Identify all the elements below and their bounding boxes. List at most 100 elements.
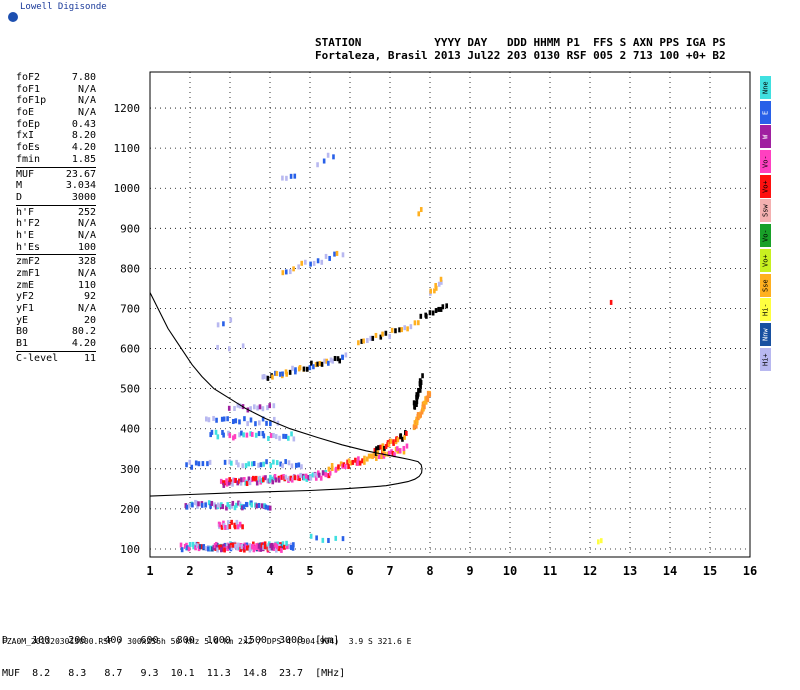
echo-point <box>325 358 328 364</box>
echo-point <box>308 365 312 371</box>
echo-point <box>363 455 366 461</box>
echo-point <box>258 420 261 426</box>
echo-point <box>290 463 294 469</box>
x-tick-label: 7 <box>386 564 393 578</box>
echo-point <box>254 502 257 508</box>
legend-swatch: Hi- <box>760 298 771 322</box>
echo-point <box>341 354 344 360</box>
echo-point <box>272 403 276 409</box>
legend-swatch: Vo- <box>760 150 771 174</box>
echo-point <box>194 545 197 551</box>
echo-point <box>347 464 350 470</box>
echo-point <box>271 479 275 485</box>
echo-point <box>216 547 219 553</box>
echo-point <box>278 435 281 441</box>
echo-point <box>228 504 232 510</box>
echo-point <box>220 524 224 530</box>
echo-point <box>229 317 233 323</box>
echo-point <box>426 397 430 403</box>
echo-point <box>415 401 418 407</box>
distance-row: D 100 200 400 600 800 1000 1500 3000 [km… <box>2 635 340 646</box>
legend-swatch: Vo+ <box>760 248 771 272</box>
echo-point <box>334 535 338 541</box>
echo-point <box>425 313 428 319</box>
echo-point <box>338 358 342 364</box>
echo-point <box>219 544 223 550</box>
echo-point <box>398 327 401 333</box>
echo-point <box>217 502 220 508</box>
echo-point <box>362 338 365 344</box>
echo-point <box>420 409 424 415</box>
echo-point <box>188 459 192 465</box>
echo-point <box>241 343 245 349</box>
echo-point <box>222 321 225 327</box>
echo-point <box>236 402 240 408</box>
echo-point <box>402 449 406 455</box>
echo-point <box>358 460 362 466</box>
echo-point <box>423 404 426 410</box>
param-label: foF1p <box>16 95 47 107</box>
param-row: foF1p N/A <box>16 95 96 107</box>
echo-point <box>230 460 233 466</box>
echo-point <box>215 544 219 550</box>
echo-point <box>402 445 406 451</box>
echo-point <box>330 465 334 471</box>
legend-swatch: Sse <box>760 273 771 297</box>
param-row: B0 80.2 <box>16 326 96 338</box>
echo-point <box>218 522 222 528</box>
echo-point <box>240 430 243 436</box>
echo-point <box>242 432 245 438</box>
echo-point <box>396 437 400 443</box>
echo-point <box>324 472 328 478</box>
echo-point <box>294 462 298 468</box>
echo-point <box>384 444 388 450</box>
echo-point <box>366 456 369 462</box>
echo-point <box>186 545 189 551</box>
echo-point <box>192 544 195 550</box>
x-tick-label: 10 <box>503 564 517 578</box>
echo-point <box>405 430 408 436</box>
echo-point <box>421 373 424 379</box>
echo-point <box>227 520 230 526</box>
echo-point <box>241 463 245 469</box>
echo-point <box>285 175 288 181</box>
parameter-panel: foF2 7.80 foF1 N/A foF1p N/A foE N/A foEp 0.43 fxI… <box>16 72 96 365</box>
echo-point <box>227 405 231 411</box>
param-row: h'E N/A <box>16 230 96 242</box>
echo-point <box>226 502 230 508</box>
echo-point <box>319 475 323 481</box>
globe-icon <box>8 12 18 22</box>
echo-point <box>389 438 393 444</box>
param-row: fmin 1.85 <box>16 154 96 166</box>
echo-point <box>416 391 420 397</box>
echo-point <box>233 434 237 440</box>
x-tick-label: 14 <box>663 564 677 578</box>
echo-point <box>223 459 227 465</box>
param-label: foEp <box>16 118 41 130</box>
legend-swatch: E <box>760 100 771 124</box>
echo-point <box>271 374 274 380</box>
echo-point <box>292 475 295 481</box>
echo-point <box>291 545 295 551</box>
echo-point <box>363 459 366 465</box>
echo-point <box>400 327 404 333</box>
echo-point <box>328 470 332 476</box>
param-value: N/A <box>77 107 96 119</box>
echo-point <box>216 344 219 350</box>
param-label: fxI <box>16 130 35 142</box>
param-separator <box>16 254 96 256</box>
param-value: N/A <box>77 83 96 95</box>
echo-point <box>275 547 278 553</box>
echo-point <box>313 472 317 478</box>
y-tick-label: 200 <box>120 503 140 516</box>
param-value: 92 <box>83 291 96 303</box>
echo-point <box>293 475 297 481</box>
echo-point <box>413 420 417 426</box>
echo-point <box>298 365 302 371</box>
param-value: 1.85 <box>71 153 96 165</box>
echo-point <box>344 463 347 469</box>
echo-point <box>349 460 353 466</box>
echo-point <box>417 387 420 393</box>
echo-point <box>223 547 226 553</box>
echo-point <box>360 338 364 344</box>
